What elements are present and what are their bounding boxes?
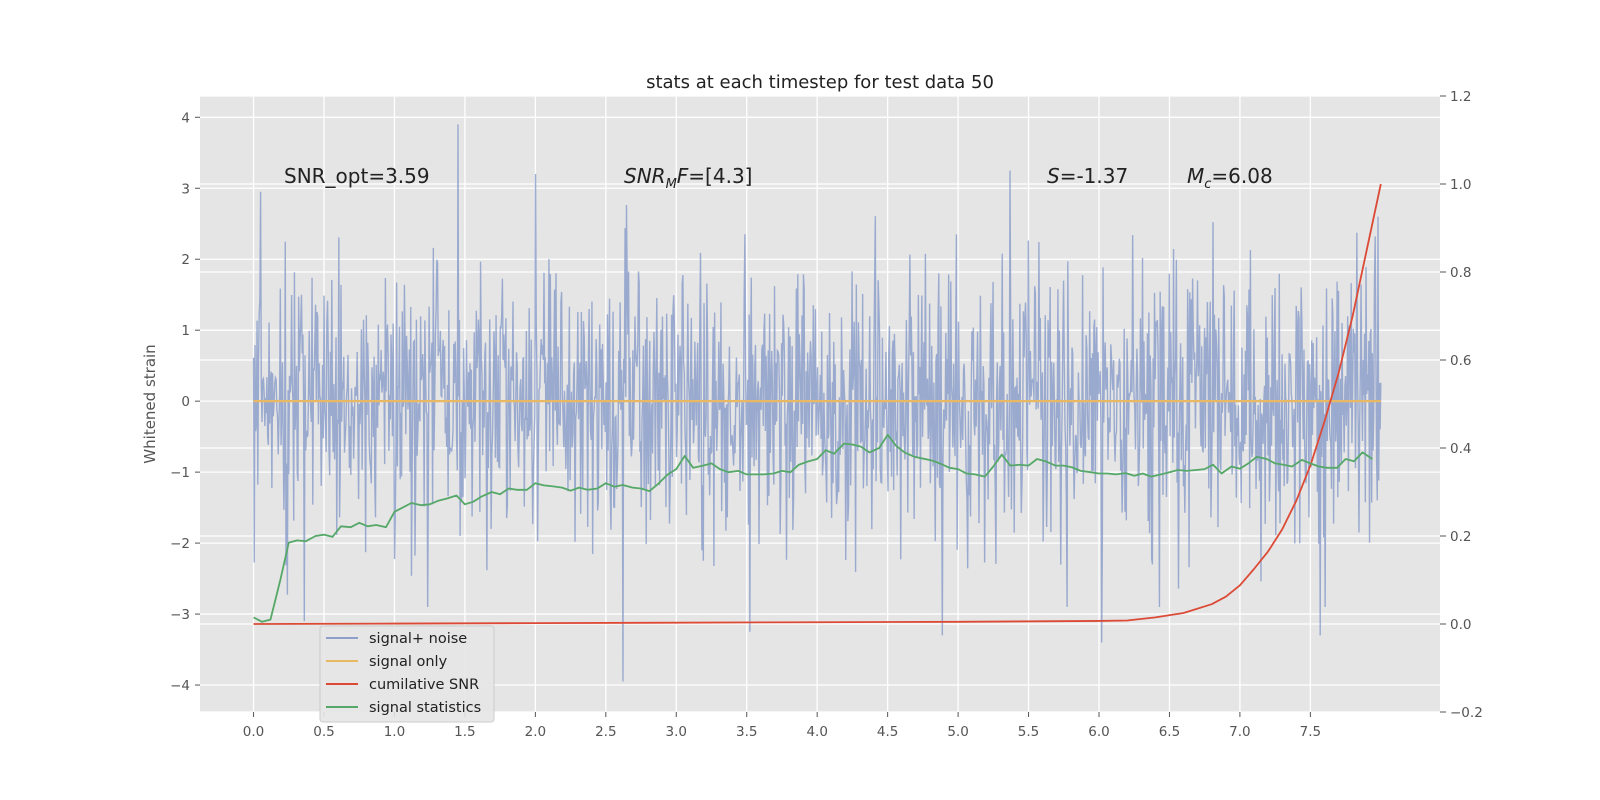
y2-tick-label: 0.2 <box>1450 529 1471 545</box>
y-axis-label: Whitened strain <box>141 344 159 463</box>
x-tick-label: 2.0 <box>525 724 546 740</box>
y-tick-label: −4 <box>170 678 190 694</box>
x-tick-label: 5.0 <box>947 724 968 740</box>
x-tick-label: 0.0 <box>243 724 264 740</box>
y-axis-right: −0.2 0.0 0.2 0.4 0.6 0.8 1.0 1.2 <box>1440 89 1483 721</box>
y-tick-label: 1 <box>181 323 190 339</box>
series-line-signal-statistics <box>253 433 1373 623</box>
annotation-snr-opt: SNR_opt=3.59 <box>284 164 430 188</box>
y2-tick-label: 0.6 <box>1450 353 1471 369</box>
y2-tick-label: −0.2 <box>1450 705 1483 721</box>
x-tick-label: 3.0 <box>666 724 687 740</box>
x-tick-label: 7.5 <box>1300 724 1321 740</box>
legend-box <box>319 625 495 723</box>
y-tick-label: −3 <box>170 607 190 623</box>
x-tick-label: 4.0 <box>806 724 827 740</box>
annotation-snr-mf: SNRMF=[4.3] <box>624 164 752 192</box>
grid <box>200 95 1440 713</box>
chart-title: stats at each timestep for test data 50 <box>646 72 994 93</box>
y-tick-label: 3 <box>181 181 190 197</box>
line-series <box>253 183 1382 625</box>
series-line-cumulative-snr <box>253 183 1382 625</box>
x-tick-label: 6.5 <box>1159 724 1180 740</box>
legend-label-signal-statistics: signal statistics <box>369 700 481 716</box>
y2-tick-label: 0.8 <box>1450 265 1471 281</box>
annotation-s: S=-1.37 <box>1047 164 1128 188</box>
y2-tick-label: 0.0 <box>1450 617 1471 633</box>
x-tick-label: 1.0 <box>384 724 405 740</box>
y-tick-label: 0 <box>181 394 190 410</box>
y2-tick-label: 0.4 <box>1450 441 1471 457</box>
annotation-mc: Mc=6.08 <box>1187 164 1273 192</box>
noise-series <box>252 124 1382 682</box>
x-axis: 0.0 0.5 1.0 1.5 2.0 2.5 3.0 3.5 4.0 4.5 5.0 5.5 6.0 6… <box>243 712 1321 740</box>
x-tick-label: 2.5 <box>595 724 616 740</box>
y-tick-label: −1 <box>170 465 190 481</box>
legend: signal+ noise signal only cumilative SNR… <box>319 625 495 723</box>
x-tick-label: 7.0 <box>1229 724 1250 740</box>
y-tick-label: −2 <box>170 536 190 552</box>
y-tick-label: 2 <box>181 252 190 268</box>
y2-tick-label: 1.2 <box>1450 89 1471 105</box>
legend-label-cumulative-snr: cumilative SNR <box>369 677 479 693</box>
x-tick-label: 6.0 <box>1088 724 1109 740</box>
legend-label-signal: signal only <box>369 654 448 670</box>
x-tick-label: 0.5 <box>313 724 334 740</box>
x-tick-label: 5.5 <box>1018 724 1039 740</box>
x-tick-label: 1.5 <box>454 724 475 740</box>
x-tick-label: 3.5 <box>736 724 757 740</box>
y-tick-label: 4 <box>181 110 190 126</box>
x-tick-label: 4.5 <box>877 724 898 740</box>
legend-label-noise: signal+ noise <box>369 631 467 647</box>
y2-tick-label: 1.0 <box>1450 177 1471 193</box>
y-axis-left: −4 −3 −2 −1 0 1 2 3 4 <box>170 110 200 694</box>
series-line-signal-noise <box>252 124 1382 682</box>
